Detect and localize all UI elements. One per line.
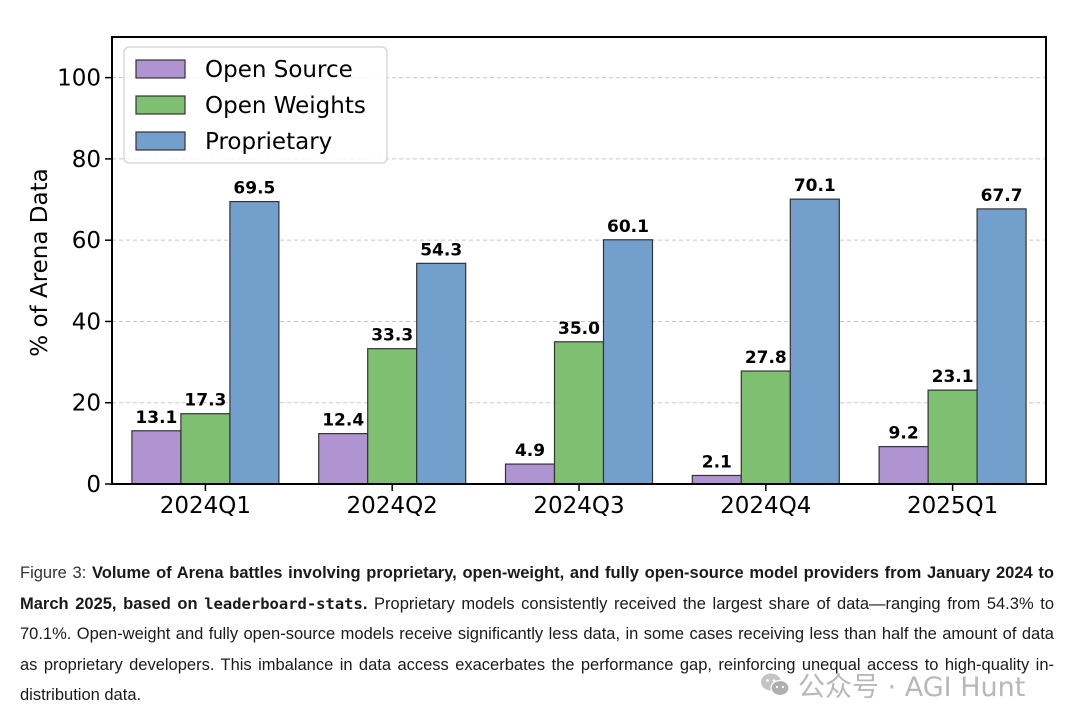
- bar: [553, 341, 605, 485]
- bar-value-label: 54.3: [420, 240, 462, 260]
- bar-value-labels: 13.1 17.3 69.5 12.4 33.3 54.3 4.9 35.0 60.1 2.1 27…: [135, 176, 1022, 472]
- bar-value-label: 17.3: [184, 391, 226, 411]
- bar-value-label: 69.5: [233, 179, 275, 199]
- x-axis-ticks: 2024Q1 2024Q2 2024Q3 2024Q4 2025Q1: [160, 484, 998, 519]
- legend: Open Source Open Weights Proprietary: [123, 46, 388, 164]
- y-tick-label: 0: [86, 472, 101, 498]
- bar-value-label: 35.0: [558, 319, 600, 339]
- bar: [691, 474, 742, 485]
- legend-label: Proprietary: [205, 129, 332, 155]
- bar-value-label: 2.1: [702, 452, 732, 472]
- bar: [416, 262, 467, 485]
- caption-bold-end: .: [362, 594, 368, 613]
- bar: [789, 198, 840, 485]
- bar-value-label: 23.1: [932, 367, 974, 387]
- bar: [976, 208, 1027, 485]
- bar-value-label: 9.2: [889, 424, 919, 444]
- caption-label: Figure 3:: [20, 564, 87, 582]
- bar-value-label: 33.3: [371, 326, 413, 346]
- bar: [367, 348, 418, 485]
- figure-caption: Figure 3: Volume of Arena battles involv…: [20, 558, 1054, 711]
- watermark: 公众号 · AGI Hunt: [760, 666, 1026, 703]
- x-tick-label: 2024Q4: [720, 493, 811, 519]
- legend-label: Open Source: [205, 57, 353, 83]
- bar: [740, 370, 791, 485]
- bar: [602, 239, 654, 485]
- legend-swatch: [135, 95, 186, 115]
- legend-label: Open Weights: [205, 93, 366, 119]
- bar-value-label: 70.1: [794, 176, 836, 196]
- watermark-text: 公众号 · AGI Hunt: [798, 671, 1026, 703]
- y-tick-label: 100: [57, 66, 101, 92]
- bar: [927, 389, 978, 485]
- bar: [229, 200, 280, 485]
- x-tick-label: 2024Q1: [160, 493, 251, 519]
- legend-swatch: [135, 59, 186, 79]
- wechat-icon: [760, 672, 790, 697]
- y-tick-label: 20: [72, 391, 101, 417]
- caption-body: Proprietary models consistently received…: [20, 594, 1054, 705]
- bar-value-label: 67.7: [981, 186, 1023, 206]
- bar-value-label: 13.1: [135, 408, 177, 428]
- y-axis-ticks: 0 20 40 60 80 100: [57, 66, 112, 498]
- bar-value-label: 60.1: [607, 217, 649, 237]
- y-axis-label: % of Arena Data: [27, 168, 53, 356]
- bar: [131, 430, 182, 485]
- bar: [504, 463, 556, 485]
- bar: [180, 413, 231, 485]
- x-tick-label: 2025Q1: [907, 493, 998, 519]
- y-tick-label: 40: [72, 309, 101, 335]
- y-tick-label: 80: [72, 147, 101, 173]
- x-tick-label: 2024Q2: [347, 493, 438, 519]
- legend-swatch: [135, 131, 186, 151]
- bar: [318, 433, 369, 485]
- legend-box: [123, 46, 388, 164]
- y-tick-label: 60: [72, 228, 101, 254]
- x-tick-label: 2024Q3: [533, 493, 624, 519]
- bar-value-label: 12.4: [322, 411, 364, 431]
- bar-value-label: 4.9: [515, 441, 545, 461]
- caption-code: leaderboard-stats: [204, 594, 363, 613]
- bar: [878, 446, 929, 485]
- plot-frame: [111, 36, 1047, 485]
- bar-value-label: 27.8: [745, 348, 787, 368]
- caption-bold-text: Volume of Arena battles involving propri…: [20, 564, 1054, 613]
- bar-chart: 13.1 17.3 69.5 12.4 33.3 54.3 4.9 35.0 60.1 2.1 27…: [27, 36, 1047, 519]
- bars: [131, 198, 1027, 485]
